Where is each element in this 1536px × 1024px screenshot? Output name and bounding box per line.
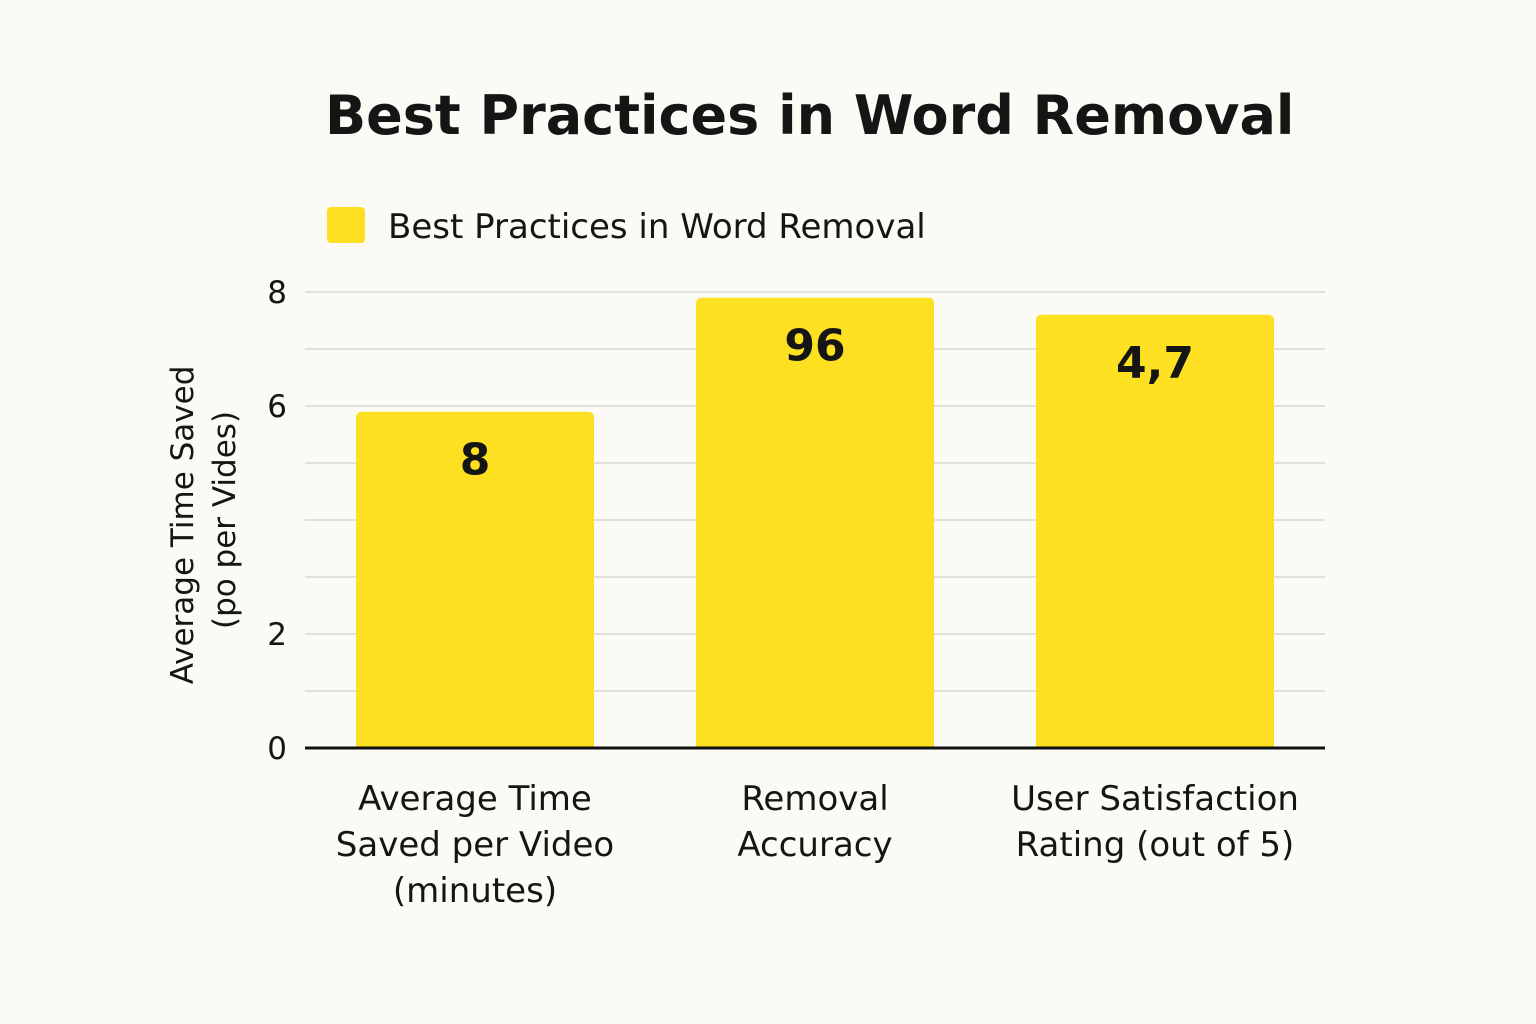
legend-label: Best Practices in Word Removal [388,207,926,247]
y-axis-label-line-2: (po per Vides) [207,411,243,629]
x-axis-categories: Average Time Saved per Video (minutes) Remo… [336,779,1299,911]
x-tick-label-line: User Satisfaction [1011,779,1299,819]
y-tick-label: 0 [267,731,287,767]
x-tick-label-line: Accuracy [737,825,892,865]
bar [696,297,934,748]
y-tick-label: 2 [267,617,287,653]
bar [356,411,594,748]
data-label: 8 [460,435,491,486]
x-tick-label: Average Time Saved per Video (minutes) [336,779,614,911]
x-tick-label-line: Average Time [358,779,592,819]
bar [1036,314,1274,748]
x-tick-label-line: Removal [741,779,888,819]
data-labels: 8 96 4,7 [460,321,1194,486]
y-tick-label: 6 [267,389,287,425]
x-tick-label-line: Saved per Video [336,825,614,865]
bars [356,297,1274,748]
y-axis-label-line-1: Average Time Saved [165,366,201,685]
data-label: 4,7 [1116,338,1194,389]
y-tick-label: 8 [267,275,287,311]
legend-swatch [327,207,365,243]
y-axis-label: Average Time Saved (po per Vides) [165,356,243,685]
data-label: 96 [784,321,845,372]
y-axis-ticks: 0 2 6 8 [267,275,287,767]
x-tick-label-line: Rating (out of 5) [1016,825,1295,865]
legend: Best Practices in Word Removal [327,207,926,247]
chart-title: Best Practices in Word Removal [325,84,1294,147]
x-tick-label: User Satisfaction Rating (out of 5) [1011,779,1299,865]
x-tick-label-line: (minutes) [393,871,557,911]
x-tick-label: Removal Accuracy [737,779,892,865]
